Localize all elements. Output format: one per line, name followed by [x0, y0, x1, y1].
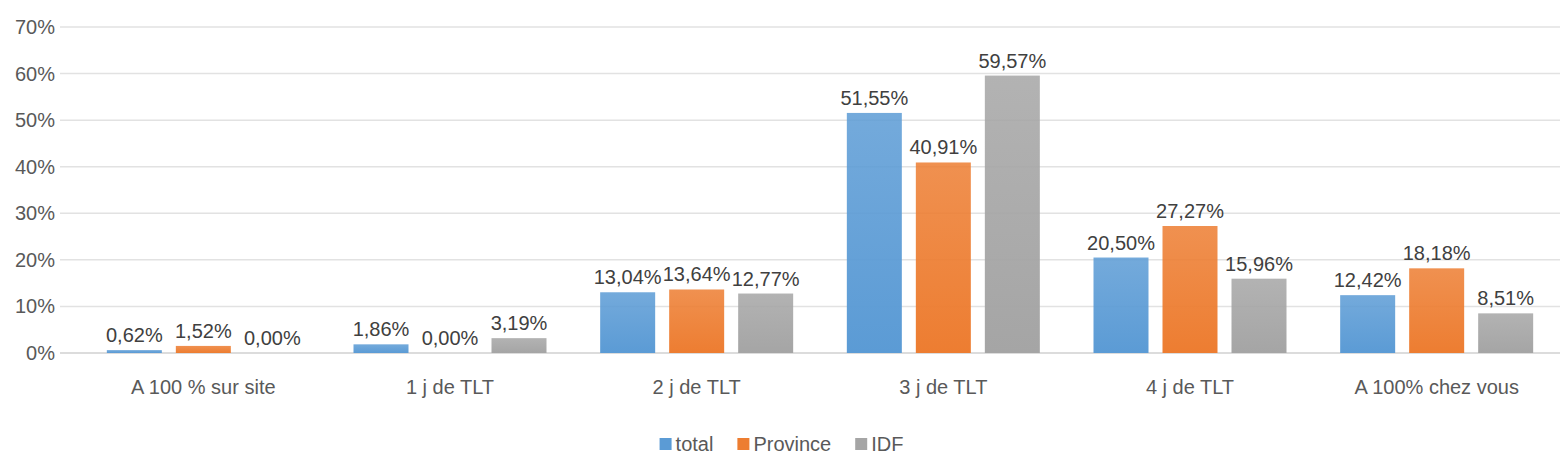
grid-line [60, 73, 1560, 75]
bar [1478, 313, 1533, 353]
data-label: 0,00% [244, 327, 301, 349]
data-label: 20,50% [1087, 232, 1155, 254]
x-tick-label: A 100% chez vous [1354, 376, 1519, 398]
bar [245, 353, 300, 354]
bar [985, 76, 1040, 353]
data-label: 51,55% [840, 87, 908, 109]
y-tick-label: 60% [15, 63, 55, 85]
x-tick-label: 4 j de TLT [1146, 376, 1234, 398]
legend-swatch [855, 438, 867, 450]
data-label: 12,42% [1334, 269, 1402, 291]
y-tick-label: 30% [15, 202, 55, 224]
bar [1232, 279, 1287, 353]
bar [847, 113, 902, 353]
data-label: 0,00% [422, 327, 479, 349]
grid-line [60, 259, 1560, 261]
data-label: 27,27% [1156, 200, 1224, 222]
grid-line [60, 306, 1560, 308]
bar [1163, 226, 1218, 353]
grid-line [60, 166, 1560, 168]
data-label: 59,57% [978, 50, 1046, 72]
grid-line [60, 26, 1560, 28]
bar [492, 338, 547, 353]
bars [107, 76, 1533, 353]
data-label: 40,91% [909, 136, 977, 158]
chart: 0% 10% 20% 30% 40% 50% 60% 70% 0,62% 1,52% 0,00% 1,… [0, 0, 1563, 472]
legend-label: Province [753, 433, 831, 455]
data-label: 1,52% [175, 320, 232, 342]
bar [423, 353, 478, 354]
data-labels: 0,62% 1,52% 0,00% 1,86% 0,00% 3,19% 13,04%13,6… [106, 50, 1534, 349]
data-label: 12,77% [732, 268, 800, 290]
grid-line [60, 213, 1560, 215]
bar [1409, 268, 1464, 353]
data-label: 0,62% [106, 324, 163, 346]
grid-line [60, 352, 1560, 354]
bar [669, 289, 724, 353]
legend-label: IDF [871, 433, 903, 455]
x-tick-label: 1 j de TLT [406, 376, 494, 398]
bar [600, 292, 655, 353]
data-label: 13,64% [663, 263, 731, 285]
data-label: 18,18% [1403, 242, 1471, 264]
bar [916, 162, 971, 353]
y-tick-label: 40% [15, 156, 55, 178]
legend: total Province IDF [660, 433, 904, 455]
data-label: 15,96% [1225, 253, 1293, 275]
bar [1340, 295, 1395, 353]
bar [107, 350, 162, 353]
bar [1094, 258, 1149, 353]
data-label: 3,19% [491, 312, 548, 334]
bar [354, 344, 409, 353]
legend-label: total [676, 433, 714, 455]
legend-swatch [737, 438, 749, 450]
legend-swatch [660, 438, 672, 450]
x-tick-label: 3 j de TLT [899, 376, 987, 398]
bar [738, 294, 793, 353]
bar [176, 346, 231, 353]
x-tick-label: A 100 % sur site [131, 376, 276, 398]
x-tick-label: 2 j de TLT [653, 376, 741, 398]
y-tick-label: 10% [15, 295, 55, 317]
grid-line [60, 119, 1560, 121]
data-label: 13,04% [594, 266, 662, 288]
y-tick-label: 70% [15, 16, 55, 38]
y-tick-label: 50% [15, 109, 55, 131]
y-tick-label: 0% [26, 342, 55, 364]
data-label: 8,51% [1477, 287, 1534, 309]
y-tick-label: 20% [15, 249, 55, 271]
data-label: 1,86% [353, 318, 410, 340]
